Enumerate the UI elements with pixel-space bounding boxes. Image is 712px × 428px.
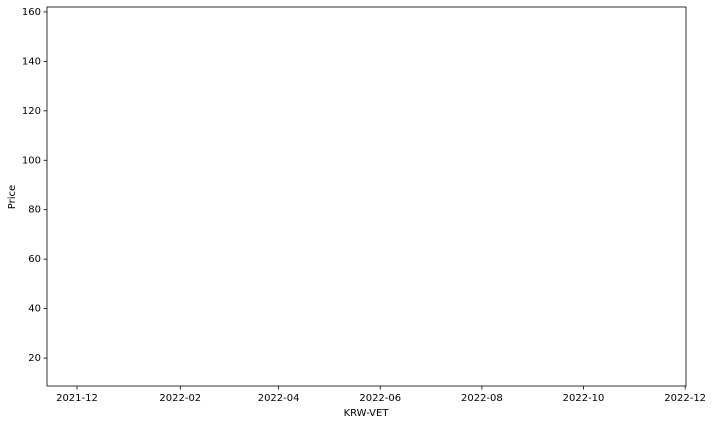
- x-tick-label: 2022-02: [159, 393, 201, 404]
- x-tick-label: 2022-10: [563, 393, 605, 404]
- x-tick-label: 2022-04: [258, 393, 300, 404]
- y-tick-label: 160: [22, 7, 41, 18]
- x-tick-label: 2021-12: [56, 393, 98, 404]
- y-tick-label: 60: [28, 254, 41, 265]
- y-tick-label: 100: [22, 155, 41, 166]
- x-tick-label: 2022-08: [461, 393, 503, 404]
- plot-frame: [46, 6, 687, 387]
- y-tick-label: 40: [28, 304, 41, 315]
- y-tick-label: 120: [22, 106, 41, 117]
- x-axis-label: KRW-VET: [344, 408, 390, 419]
- x-tick-label: 2022-06: [359, 393, 401, 404]
- y-tick-label: 20: [28, 353, 41, 364]
- y-axis-label: Price: [7, 185, 18, 209]
- x-tick-label: 2022-12: [664, 393, 706, 404]
- y-tick-label: 80: [28, 205, 41, 216]
- y-tick-label: 140: [22, 56, 41, 67]
